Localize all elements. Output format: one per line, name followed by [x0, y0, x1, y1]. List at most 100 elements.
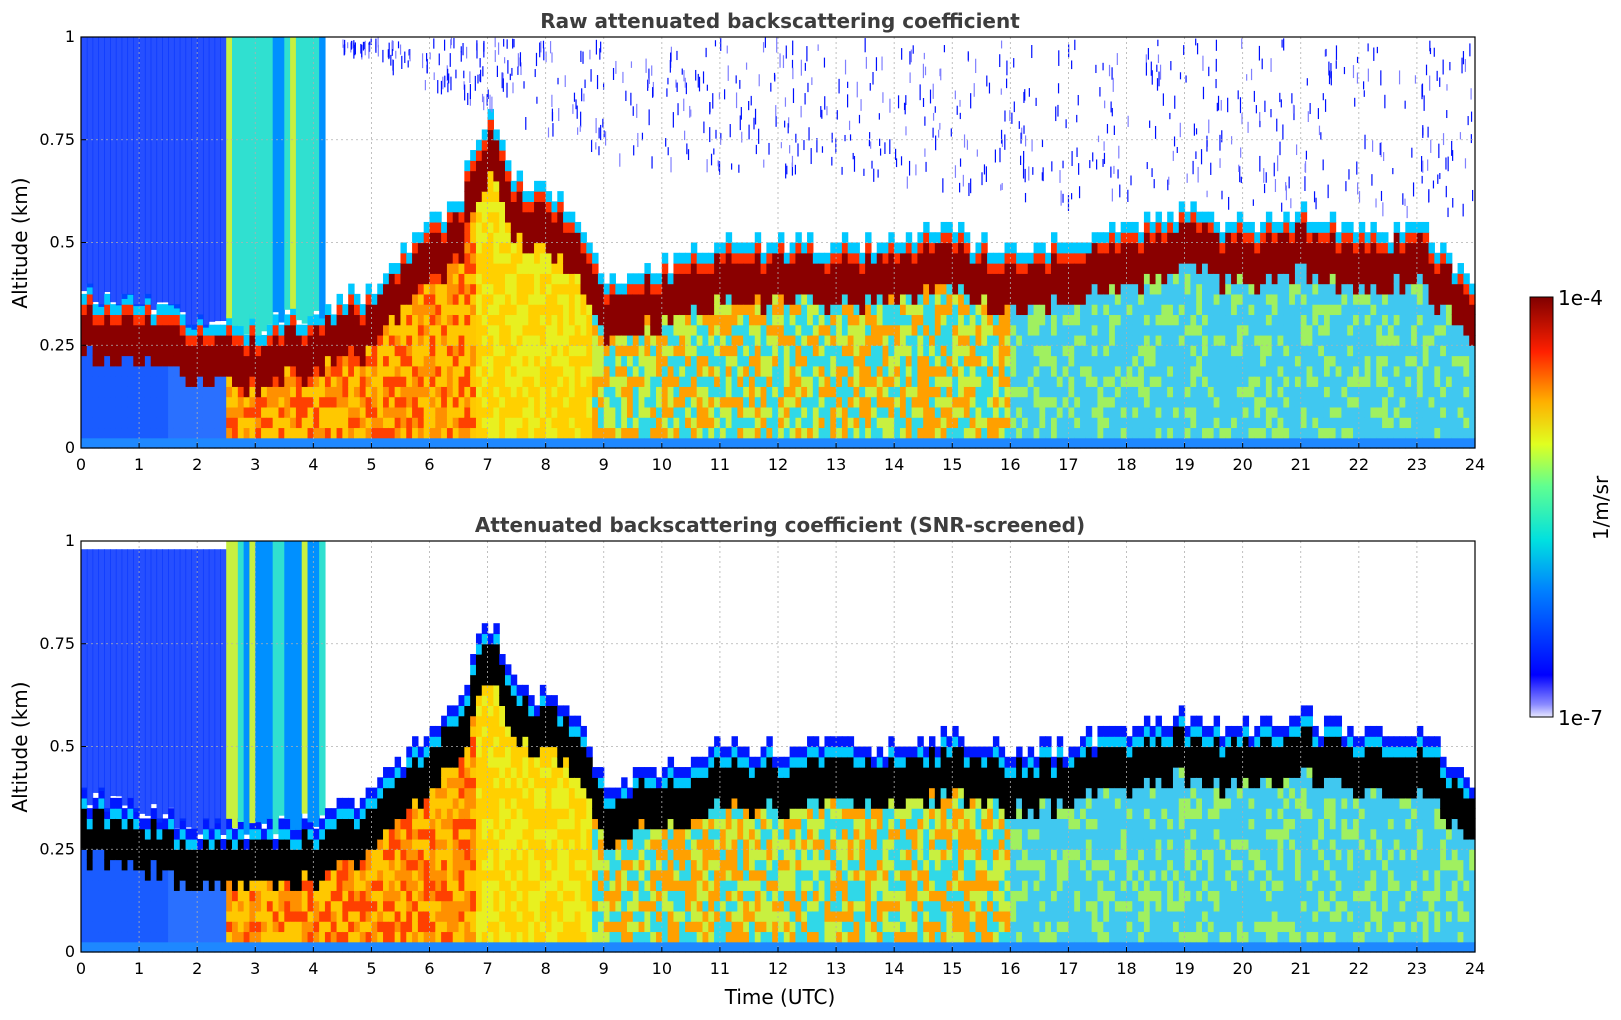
heatmap-cell	[220, 345, 227, 357]
heatmap-cell	[1323, 365, 1331, 377]
heatmap-cell	[615, 365, 622, 377]
heatmap-cell	[278, 345, 285, 357]
heatmap-cell	[92, 427, 100, 439]
heatmap-cell	[632, 304, 640, 316]
heatmap-cell	[1370, 437, 1377, 449]
heatmap-cell	[795, 304, 802, 316]
heatmap-column	[232, 37, 239, 449]
heatmap-cell	[1469, 396, 1476, 408]
heatmap-cell	[475, 139, 483, 151]
heatmap-cell	[417, 232, 425, 244]
heatmap-cell	[446, 201, 454, 213]
heatmap-cell	[1370, 365, 1377, 377]
heatmap-cell	[446, 376, 454, 387]
heatmap-cell	[435, 324, 442, 336]
heatmap-cell	[185, 376, 192, 387]
heatmap-cell	[1045, 304, 1052, 316]
heatmap-cell	[1411, 365, 1418, 377]
heatmap-cell	[412, 273, 419, 285]
heatmap-cell	[882, 355, 889, 367]
heatmap-cell	[441, 396, 448, 408]
heatmap-cell	[975, 345, 982, 357]
heatmap-cell	[214, 334, 221, 346]
heatmap-cell	[1405, 396, 1412, 408]
heatmap-cell	[481, 242, 489, 254]
heatmap-cell	[1207, 304, 1215, 316]
heatmap-cell	[737, 396, 744, 408]
heatmap-cell	[1254, 242, 1261, 254]
heatmap-column	[1393, 221, 1401, 449]
heatmap-cell	[1312, 293, 1319, 305]
heatmap-cell	[261, 365, 268, 377]
heatmap-cell	[865, 417, 872, 429]
heatmap-cell	[1341, 304, 1348, 316]
heatmap-cell	[748, 417, 756, 429]
heatmap-cell	[1103, 417, 1110, 429]
heatmap-cell	[1167, 283, 1174, 295]
heatmap-cell	[1196, 365, 1203, 377]
heatmap-cell	[981, 437, 988, 449]
heatmap-cell	[969, 365, 977, 377]
heatmap-cell	[301, 37, 309, 324]
heatmap-cell	[1329, 365, 1337, 377]
heatmap-cell	[505, 263, 512, 274]
heatmap-cell	[1347, 221, 1354, 233]
heatmap-cell	[580, 232, 587, 244]
heatmap-cell	[679, 427, 686, 439]
heatmap-cell	[1283, 386, 1290, 398]
heatmap-cell	[1277, 221, 1284, 233]
heatmap-cell	[807, 232, 814, 244]
heatmap-cell	[144, 37, 152, 299]
heatmap-cell	[493, 232, 500, 244]
heatmap-cell	[464, 263, 471, 274]
heatmap-cell	[493, 304, 500, 316]
heatmap-cell	[377, 314, 384, 326]
heatmap-cell	[1202, 396, 1209, 408]
heatmap-cell	[1422, 376, 1430, 387]
heatmap-cell	[365, 355, 373, 367]
heatmap-cell	[1190, 324, 1197, 336]
heatmap-cell	[1039, 242, 1046, 254]
heatmap-cell	[783, 417, 791, 429]
heatmap-column	[679, 252, 686, 449]
heatmap-cell	[719, 345, 727, 357]
heatmap-cell	[853, 417, 860, 429]
heatmap-cell	[423, 252, 431, 264]
heatmap-cell	[580, 406, 587, 418]
heatmap-cell	[1387, 293, 1395, 305]
heatmap-cell	[1294, 365, 1302, 377]
heatmap-cell	[237, 437, 245, 449]
heatmap-cell	[632, 355, 640, 367]
heatmap-cell	[1405, 283, 1412, 295]
heatmap-cell	[493, 283, 500, 295]
heatmap-cell	[574, 396, 582, 408]
heatmap-cell	[975, 437, 982, 449]
heatmap-column	[1080, 242, 1087, 449]
heatmap-cell	[435, 242, 442, 254]
heatmap-cell	[1335, 263, 1343, 274]
heatmap-cell	[870, 417, 878, 429]
heatmap-cell	[1126, 396, 1133, 408]
heatmap-column	[1254, 232, 1261, 449]
heatmap-cell	[917, 417, 924, 429]
heatmap-cell	[371, 396, 378, 408]
heatmap-column	[1103, 232, 1110, 449]
heatmap-cell	[841, 273, 849, 285]
heatmap-cell	[963, 283, 971, 295]
heatmap-cell	[1021, 324, 1029, 336]
heatmap-cell	[173, 314, 181, 326]
heatmap-cell	[237, 37, 245, 327]
heatmap-cell	[1109, 334, 1116, 346]
heatmap-cell	[760, 406, 767, 418]
heatmap-cell	[1080, 427, 1087, 439]
heatmap-cell	[1329, 396, 1337, 408]
heatmap-cell	[139, 37, 146, 307]
heatmap-cell	[568, 314, 576, 326]
heatmap-cell	[905, 314, 913, 326]
heatmap-cell	[586, 406, 593, 418]
heatmap-cell	[1062, 417, 1070, 429]
heatmap-cell	[1463, 273, 1470, 285]
heatmap-cell	[534, 314, 541, 326]
heatmap-cell	[162, 406, 169, 418]
heatmap-cell	[81, 37, 88, 292]
